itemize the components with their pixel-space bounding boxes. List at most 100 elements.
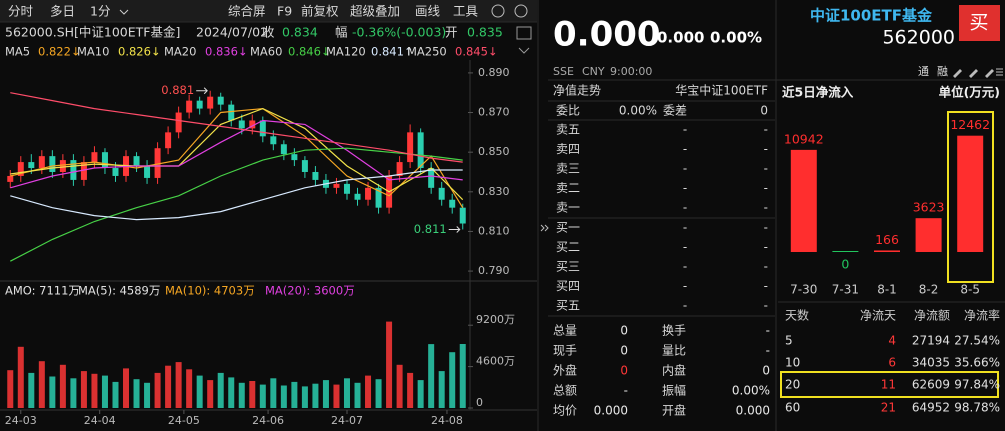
level-price: - [683, 279, 687, 293]
candle-body [154, 148, 161, 178]
view-tab[interactable]: 分时 [8, 4, 34, 19]
ratio-value: 0 [760, 104, 768, 118]
stat-value: - [624, 384, 628, 398]
volume-bar [123, 368, 130, 408]
stat-label: 外盘 [553, 363, 577, 378]
x-tick-label: 7-30 [790, 283, 817, 297]
price-change: 0.000 [657, 29, 704, 47]
candle-body [343, 183, 350, 194]
volume-bar [417, 380, 424, 408]
candle-body [396, 162, 403, 176]
edit-icons[interactable] [953, 69, 994, 78]
settings-icon[interactable] [491, 4, 505, 18]
level-price: - [683, 260, 687, 274]
collapse-icon[interactable] [518, 47, 530, 54]
volume-bar [333, 384, 340, 408]
volume-bar [70, 378, 77, 408]
level-price: - [683, 162, 687, 176]
x-tick-label: 8-2 [919, 283, 939, 297]
ma-value: 0.846↓ [288, 45, 331, 59]
stat-label: 量比 [662, 344, 686, 358]
volume-bar [91, 373, 98, 408]
info-icon[interactable] [514, 4, 528, 18]
tool-button[interactable]: 综合屏 [228, 4, 266, 19]
x-tick-label: 24-03 [5, 414, 37, 427]
candle-body [417, 132, 424, 169]
candle-body [449, 199, 456, 208]
candle-body [259, 120, 266, 137]
candle-body [175, 112, 182, 133]
volume-bar [291, 381, 298, 408]
candle-body [375, 187, 382, 208]
level-volume: - [764, 162, 768, 176]
volume-legend: MA(20): 3600万 [265, 284, 355, 298]
buy-label[interactable]: 买 [969, 12, 988, 34]
candle-body [28, 162, 35, 169]
volume-bar [38, 361, 45, 408]
tool-button[interactable]: 前复权 [301, 4, 339, 19]
volume-bar [438, 371, 445, 408]
level-price: - [683, 181, 687, 195]
level-volume: - [764, 201, 768, 215]
bar [957, 135, 984, 252]
level-label: 买五 [556, 299, 580, 313]
stat-label: 振幅 [662, 383, 686, 398]
ma-line [10, 92, 463, 163]
candle-body [91, 152, 98, 163]
volume-bar [249, 381, 256, 408]
quote-close-label: 收 [262, 25, 275, 40]
candle-body [407, 132, 414, 163]
last-price: 0.000 [553, 15, 661, 55]
stat-label: 内盘 [662, 363, 686, 378]
stat-label: 开盘 [662, 403, 686, 418]
table-cell: 20 [785, 378, 800, 392]
expand-icon[interactable] [540, 224, 549, 232]
level-volume: - [764, 181, 768, 195]
level-volume: - [764, 260, 768, 274]
highlight-box [780, 371, 999, 398]
candle-body [196, 100, 203, 109]
tool-button[interactable]: 超级叠加 [350, 4, 400, 19]
stat-value: 0 [620, 324, 628, 338]
volume-legend: AMO: 7111万 [5, 284, 80, 298]
level-label: 卖四 [556, 142, 580, 156]
wp-icon[interactable] [516, 26, 532, 40]
candle-body [249, 120, 256, 129]
tab[interactable]: 净值走势 [553, 83, 601, 98]
level-label: 卖五 [556, 123, 580, 137]
volume-bar [386, 321, 393, 408]
annotation-arrow [196, 87, 208, 95]
stat-label: 现手 [553, 344, 577, 358]
tool-button[interactable]: F9 [277, 4, 292, 19]
volume-bar [154, 372, 161, 408]
table-cell: 27.54% [954, 334, 1000, 348]
level-label: 卖三 [556, 162, 580, 176]
stat-label: 总量 [553, 324, 577, 338]
volume-bar [259, 384, 266, 408]
tool-button[interactable]: 工具 [453, 4, 479, 19]
volume-bar [322, 380, 329, 408]
candle-body [217, 96, 224, 105]
candle-body [144, 166, 151, 178]
chart-subtitle: 单位(万元) [939, 85, 1000, 100]
y-tick-label: 0.830 [478, 185, 510, 198]
x-tick-label: 24-07 [331, 414, 363, 427]
level-price: - [683, 142, 687, 156]
menu-icon[interactable] [996, 68, 1003, 76]
level-price: - [683, 201, 687, 215]
table-header: 净流天 [860, 309, 896, 323]
stat-label: 换手 [662, 324, 686, 338]
candle-body [186, 100, 193, 113]
candle-body [207, 96, 214, 109]
view-tab[interactable]: 1分 [90, 4, 110, 19]
buy-button[interactable] [959, 5, 1000, 41]
bar [915, 218, 942, 252]
level-volume: - [764, 123, 768, 137]
tab[interactable]: 华宝中证100ETF [675, 83, 768, 98]
tool-button[interactable]: 画线 [415, 4, 441, 19]
view-tab[interactable]: 多日 [50, 4, 75, 19]
exchange: SSE [553, 65, 574, 78]
x-tick-label: 8-1 [877, 283, 897, 297]
dropdown-icon[interactable] [119, 9, 129, 15]
ma-value: 0.826↓ [118, 45, 161, 59]
